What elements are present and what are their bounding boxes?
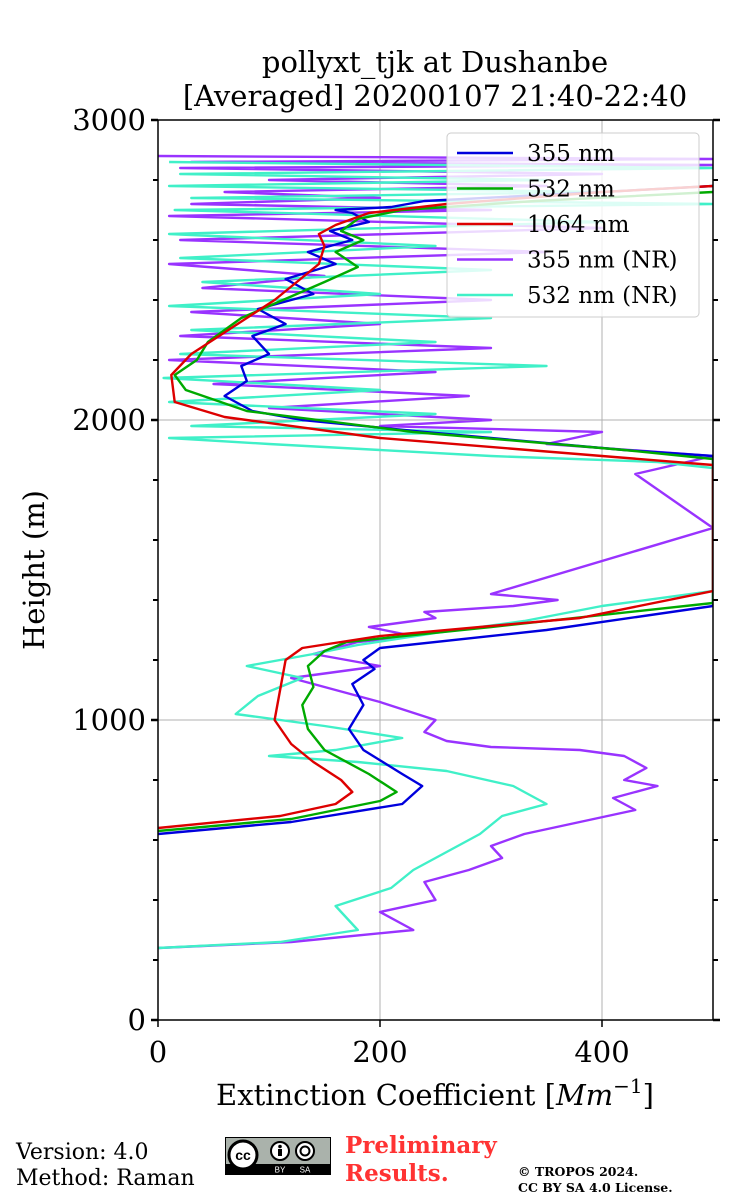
cc-icon-text: cc (235, 1147, 251, 1163)
version-info: Version: 4.0 Method: Raman (16, 1140, 195, 1192)
by-label: BY (275, 1166, 286, 1175)
sa-arrow (299, 1145, 311, 1157)
series-line-1064-nm (158, 184, 713, 830)
extinction-chart: pollyxt_tjk at Dushanbe[Averaged] 202001… (17, 45, 720, 1112)
y-axis-label: Height (m) (17, 490, 51, 650)
copyright-line1: © TROPOS 2024. (518, 1164, 639, 1179)
series-lines (158, 154, 713, 950)
by-person-body (278, 1149, 282, 1156)
copyright-notice: © TROPOS 2024. CC BY SA 4.0 License. (518, 1164, 673, 1196)
series-line-532-nm (158, 190, 713, 833)
series-line-532-nm-nr- (158, 160, 713, 950)
legend-label-2: 1064 nm (527, 212, 630, 238)
legend: 355 nm 532 nm 1064 nm 355 nm (NR) 532 nm (NR… (446, 132, 700, 318)
title-line-2: [Averaged] 20200107 21:40-22:40 (183, 79, 687, 113)
x-tick-label-2: 400 (574, 1035, 629, 1069)
preliminary-line2: Results. (345, 1160, 449, 1187)
axis-ticks: 0 200 400 0 1000 2000 3000 (72, 103, 720, 1069)
title-line-1: pollyxt_tjk at Dushanbe (262, 45, 608, 80)
by-person-head (278, 1144, 282, 1149)
axis-labels: Extinction Coefficient [Mm−1] Height (m) (17, 490, 654, 1112)
version-text: Version: 4.0 (16, 1140, 149, 1165)
cc-by-sa-logo: cc BY SA (225, 1137, 331, 1175)
x-tick-label-1: 200 (352, 1035, 407, 1069)
plot-frame (157, 119, 714, 1021)
sa-label: SA (300, 1166, 311, 1175)
x-axis-label: Extinction Coefficient [Mm−1] (216, 1074, 654, 1112)
legend-label-1: 532 nm (527, 177, 615, 203)
chart-title: pollyxt_tjk at Dushanbe[Averaged] 202001… (183, 45, 687, 113)
preliminary-notice: Preliminary Results. (345, 1132, 497, 1188)
legend-label-3: 355 nm (NR) (527, 248, 678, 274)
method-text: Method: Raman (16, 1166, 195, 1191)
copyright-line2: CC BY SA 4.0 License. (518, 1180, 673, 1195)
legend-label-4: 532 nm (NR) (527, 283, 678, 309)
sa-icon (295, 1141, 315, 1161)
legend-box (446, 132, 700, 318)
series-line-355-nm (158, 184, 713, 836)
legend-label-0: 355 nm (527, 141, 615, 167)
y-tick-label-0: 0 (128, 1003, 146, 1037)
y-tick-label-3: 3000 (72, 103, 146, 137)
cc-icon (227, 1139, 259, 1171)
x-tick-label-0: 0 (149, 1035, 167, 1069)
y-tick-label-1: 1000 (72, 703, 146, 737)
preliminary-line1: Preliminary (345, 1132, 497, 1159)
y-tick-label-2: 2000 (72, 403, 146, 437)
